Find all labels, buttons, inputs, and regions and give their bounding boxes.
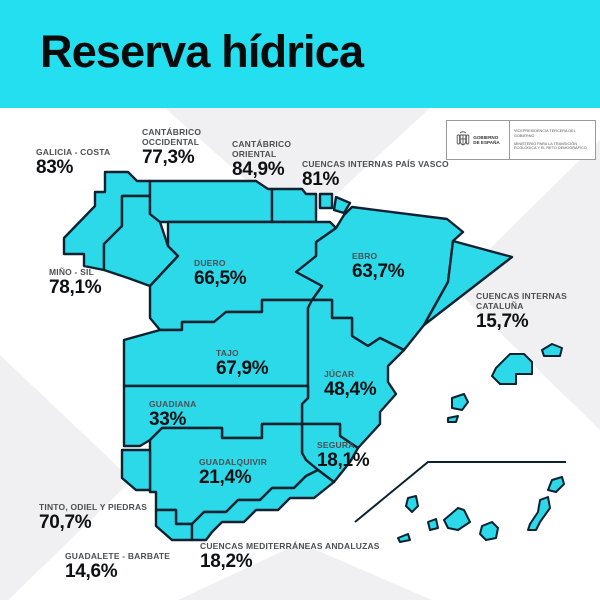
gobierno-emblem-block: GOBIERNO DE ESPAÑA (447, 121, 510, 159)
ministerio-text: MINISTERIO PARA LA TRANSICIÓN ECOLÓGICA … (514, 141, 587, 151)
island-fuerteventura (527, 496, 551, 531)
bg-shape (178, 543, 432, 600)
island-ibiza (451, 393, 469, 411)
coat-of-arms-icon (457, 131, 470, 146)
bg-shape (0, 355, 132, 600)
gobierno-dept-text: VICEPRESIDENCIA TERCERA DEL GOBIERNO MIN… (510, 121, 595, 159)
region-pais-vasco-b (332, 195, 352, 215)
island-lanzarote (547, 476, 565, 493)
island-gran-canaria (479, 521, 499, 541)
island-formentera (447, 415, 459, 423)
region-cuencas-mediterraneas (190, 468, 336, 542)
island-menorca (541, 343, 563, 357)
bg-shape (165, 108, 430, 228)
region-pais-vasco-a (318, 192, 334, 210)
island-el-hierro (397, 533, 411, 543)
bg-shape (452, 140, 600, 430)
island-tenerife (443, 507, 471, 531)
canary-inset-border (354, 461, 566, 523)
region-tinto-odiel-piedras (120, 448, 152, 492)
island-la-palma (405, 495, 419, 513)
island-mallorca (491, 353, 533, 385)
island-la-gomera (427, 518, 439, 531)
region-cantabrico-occidental (148, 179, 274, 224)
gobierno-espana-logo: GOBIERNO DE ESPAÑA VICEPRESIDENCIA TERCE… (446, 120, 596, 160)
header-band: Reserva hídrica (0, 0, 600, 108)
vicepresidencia-text: VICEPRESIDENCIA TERCERA DEL GOBIERNO (514, 129, 576, 138)
page-title: Reserva hídrica (40, 26, 364, 77)
gobierno-org-text: GOBIERNO DE ESPAÑA (473, 134, 500, 146)
region-cantabrico-oriental (270, 187, 318, 224)
region-cuencas-cataluna (422, 239, 514, 327)
